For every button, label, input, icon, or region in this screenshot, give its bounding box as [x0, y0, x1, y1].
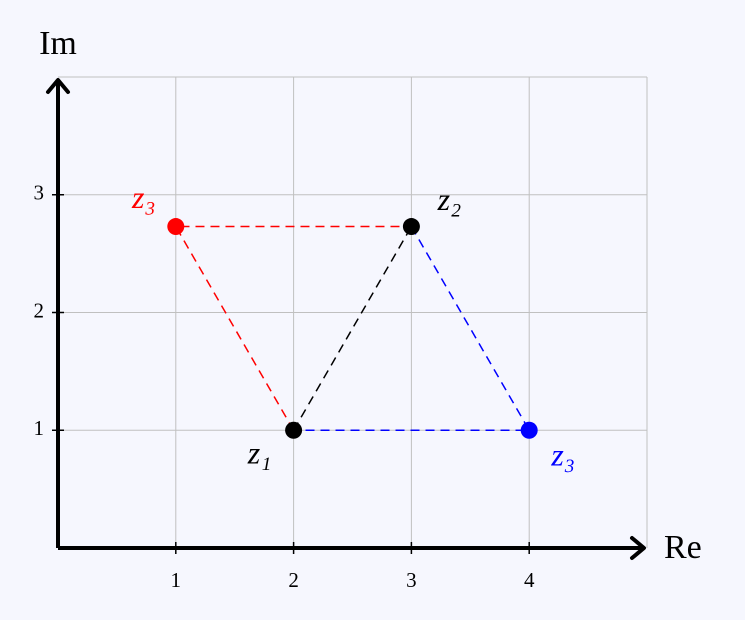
point-label: z₂	[437, 181, 462, 217]
point	[402, 218, 420, 236]
y-tick-label: 2	[34, 298, 45, 322]
dashed-segment	[293, 226, 531, 431]
x-tick-label: 3	[406, 568, 417, 592]
y-tick-label: 3	[34, 181, 45, 205]
point-label: z₃	[131, 179, 156, 215]
point-label: z₃	[550, 437, 575, 473]
segments	[174, 225, 531, 431]
point-label: z₁	[247, 435, 272, 471]
dashed-segment	[292, 226, 413, 431]
dashed-segment	[174, 225, 412, 431]
grid	[58, 76, 648, 548]
x-arrow	[630, 536, 646, 560]
x-axis-label: Re	[664, 529, 702, 566]
point	[520, 421, 538, 439]
x-tick-label: 4	[524, 568, 535, 592]
point	[167, 218, 185, 236]
y-tick-label: 1	[34, 416, 45, 440]
x-tick-label: 2	[288, 568, 299, 592]
point	[285, 421, 303, 439]
y-arrow	[46, 78, 70, 94]
ticks: 1 2 3 4 1 2 3	[34, 181, 535, 592]
x-tick-label: 1	[171, 568, 182, 592]
points: z₁ z₂ z₃ z₃	[131, 179, 575, 473]
y-axis-label: Im	[39, 25, 77, 62]
